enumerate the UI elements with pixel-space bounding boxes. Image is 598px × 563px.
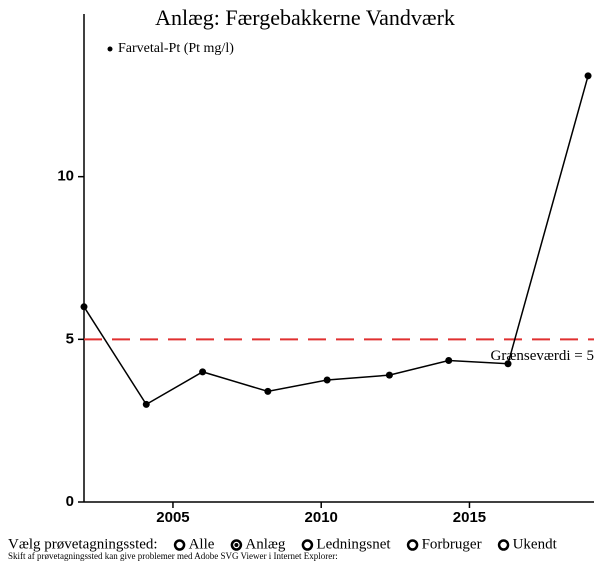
radio-label[interactable]: Ledningsnet — [316, 536, 391, 552]
data-point — [445, 356, 453, 364]
legend-marker — [107, 46, 113, 52]
data-point — [199, 368, 207, 376]
y-tick-label: 10 — [57, 168, 74, 185]
data-point — [584, 72, 592, 80]
radio-label[interactable]: Alle — [189, 536, 215, 552]
data-point — [142, 400, 150, 408]
radio-button[interactable] — [173, 539, 186, 551]
controls-note: Skift af prøvetagningssted kan give prob… — [8, 551, 338, 561]
x-tick-label: 2015 — [453, 509, 486, 526]
x-tick-label: 2010 — [305, 509, 338, 526]
data-point — [504, 360, 512, 368]
radio-button[interactable] — [497, 539, 510, 551]
radio-label[interactable]: Forbruger — [422, 536, 482, 552]
data-point — [264, 387, 272, 395]
x-tick-label: 2005 — [156, 509, 189, 526]
radio-label[interactable]: Anlæg — [245, 536, 286, 552]
data-point — [80, 303, 88, 311]
y-tick-label: 0 — [66, 493, 74, 510]
controls-label: Vælg prøvetagningssted: — [8, 536, 158, 552]
radio-dot — [234, 543, 239, 547]
radio-label[interactable]: Ukendt — [513, 536, 558, 552]
data-point — [385, 371, 393, 379]
legend-label: Farvetal-Pt (Pt mg/l) — [118, 41, 234, 56]
threshold-label: Grænseværdi = 5 — [491, 348, 594, 364]
radio-button[interactable] — [301, 539, 314, 551]
radio-button[interactable] — [406, 539, 419, 551]
y-tick-label: 5 — [66, 330, 74, 347]
data-point — [323, 376, 331, 384]
chart-title: Anlæg: Færgebakkerne Vandværk — [155, 5, 455, 30]
